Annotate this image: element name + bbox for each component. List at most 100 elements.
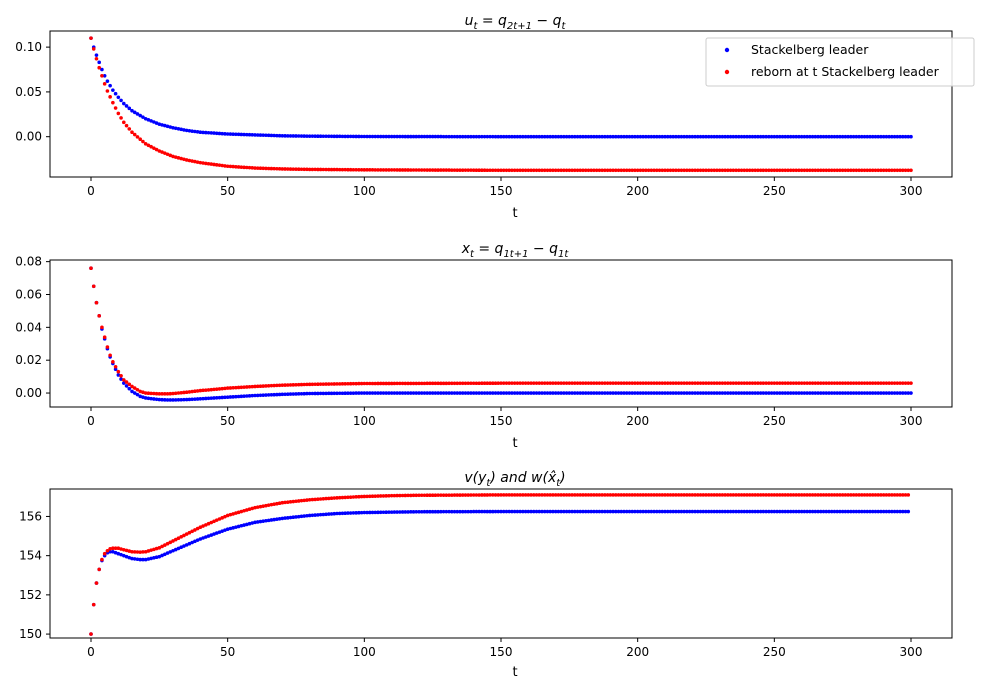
data-point	[581, 509, 585, 514]
data-point	[373, 134, 378, 139]
data-point	[149, 548, 153, 552]
data-point	[745, 493, 749, 497]
data-point	[734, 381, 738, 385]
data-point	[512, 381, 517, 385]
data-point	[288, 392, 293, 396]
data-point	[231, 395, 235, 399]
data-point	[286, 392, 290, 396]
data-point	[444, 134, 449, 139]
data-point	[234, 394, 238, 399]
data-point	[450, 168, 454, 172]
data-point	[537, 509, 542, 514]
data-point	[769, 134, 774, 139]
data-point	[455, 509, 460, 514]
data-point	[512, 493, 517, 497]
data-point	[288, 134, 293, 138]
data-point	[447, 493, 451, 497]
data-point	[813, 381, 818, 385]
data-point	[234, 164, 238, 169]
data-point	[575, 493, 580, 497]
data-point	[728, 391, 733, 395]
data-point	[398, 493, 402, 498]
data-point	[286, 500, 290, 504]
data-point	[417, 381, 421, 386]
data-point	[354, 495, 358, 499]
data-point	[696, 168, 700, 173]
data-point	[526, 134, 531, 139]
data-point	[398, 134, 402, 139]
data-point	[769, 168, 774, 173]
data-point	[354, 167, 358, 172]
data-point	[810, 493, 815, 497]
data-point	[381, 510, 386, 515]
data-point	[739, 381, 744, 385]
data-point	[406, 493, 410, 498]
data-point	[471, 493, 476, 497]
data-point	[747, 391, 752, 395]
data-point	[163, 398, 167, 402]
data-point	[622, 134, 626, 139]
data-point	[264, 393, 268, 397]
data-point	[573, 493, 577, 497]
data-point	[898, 493, 902, 497]
series-reborn	[89, 266, 913, 396]
data-point	[805, 381, 809, 385]
data-point	[794, 493, 798, 497]
data-point	[810, 509, 815, 514]
x-tick-label: 150	[490, 414, 513, 428]
data-point	[168, 550, 173, 554]
data-point	[540, 134, 544, 139]
data-point	[327, 496, 331, 501]
data-point	[611, 391, 615, 395]
data-point	[827, 391, 831, 395]
data-point	[849, 168, 853, 173]
data-point	[876, 391, 880, 395]
data-point	[119, 377, 123, 381]
series-leader	[89, 509, 911, 636]
data-point	[671, 509, 675, 514]
data-point	[288, 167, 293, 171]
data-point	[723, 381, 727, 385]
data-point	[269, 383, 274, 388]
data-point	[657, 391, 662, 395]
data-point	[474, 381, 479, 386]
data-point	[343, 382, 348, 386]
data-point	[225, 527, 230, 531]
data-point	[228, 132, 233, 136]
data-point	[264, 166, 268, 171]
data-point	[335, 167, 339, 172]
x-axis-label-v: t	[512, 665, 517, 680]
data-point	[518, 493, 522, 497]
data-point	[171, 548, 175, 553]
data-point	[624, 509, 629, 514]
data-point	[674, 168, 678, 173]
data-point	[111, 100, 115, 105]
data-point	[676, 168, 681, 173]
data-point	[805, 168, 809, 173]
data-point	[614, 381, 618, 385]
data-point	[206, 388, 211, 392]
data-point	[127, 386, 132, 391]
data-point	[313, 513, 317, 517]
data-point	[441, 168, 446, 172]
data-point	[829, 134, 834, 139]
data-point	[663, 509, 667, 514]
data-point	[764, 168, 768, 173]
data-point	[791, 493, 796, 497]
data-point	[624, 134, 629, 139]
data-point	[523, 381, 528, 385]
data-point	[660, 134, 665, 139]
data-point	[690, 381, 695, 385]
data-point	[138, 389, 142, 394]
data-point	[532, 493, 536, 497]
data-point	[745, 381, 749, 385]
data-point	[838, 493, 842, 497]
data-point	[255, 166, 260, 170]
data-point	[838, 381, 842, 385]
data-point	[813, 391, 818, 395]
data-point	[717, 391, 722, 395]
data-point	[668, 493, 673, 497]
data-point	[214, 531, 219, 535]
data-point	[832, 381, 837, 385]
